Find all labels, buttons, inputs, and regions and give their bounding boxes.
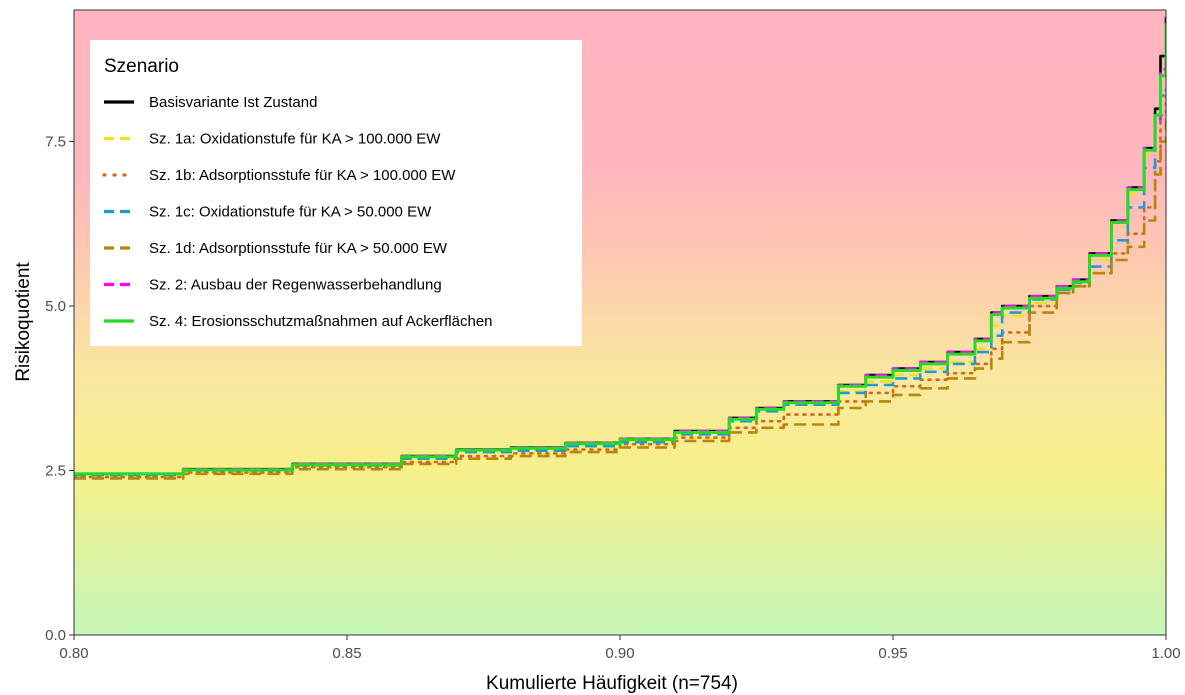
- legend-items: Basisvariante Ist Zustand Sz. 1a: Oxidati…: [102, 94, 493, 330]
- series-line-5: [74, 115, 1166, 480]
- x-tick-label: 0.90: [605, 645, 634, 662]
- legend-label-1: Basisvariante Ist Zustand: [149, 94, 317, 111]
- x-tick-label: 0.85: [332, 645, 361, 662]
- y-axis: 0.0 2.5 5.0 7.5: [45, 134, 74, 644]
- series-layer: [74, 16, 1166, 480]
- x-axis: 0.80 0.85 0.90 0.95 1.00: [59, 635, 1181, 662]
- legend-label-6: Sz. 2: Ausbau der Regenwasserbehandlung: [149, 277, 442, 294]
- y-tick-label: 5.0: [45, 298, 66, 315]
- legend-box: [90, 40, 582, 346]
- series-line-6: [74, 16, 1166, 476]
- x-tick-label: 0.95: [878, 645, 907, 662]
- x-tick-label: 0.80: [59, 645, 88, 662]
- y-tick-label: 0.0: [45, 627, 66, 644]
- y-axis-title: Risikoquotient: [13, 262, 34, 382]
- legend-label-5: Sz. 1d: Adsorptionsstufe für KA > 50.000…: [149, 240, 448, 257]
- legend-label-7: Sz. 4: Erosionsschutzmaßnahmen auf Acker…: [149, 313, 493, 330]
- legend: Szenario Basisvariante Ist Zustand Sz. 1a…: [90, 40, 582, 346]
- legend-label-4: Sz. 1c: Oxidationstufe für KA > 50.000 E…: [149, 204, 432, 221]
- legend-label-3: Sz. 1b: Adsorptionsstufe für KA > 100.00…: [149, 167, 456, 184]
- series-line-3: [74, 94, 1166, 479]
- y-tick-label: 2.5: [45, 463, 66, 480]
- legend-label-2: Sz. 1a: Oxidationstufe für KA > 100.000 …: [149, 131, 441, 148]
- series-line-7: [74, 23, 1166, 476]
- x-tick-label: 1.00: [1151, 645, 1180, 662]
- y-tick-label: 7.5: [45, 134, 66, 151]
- legend-title: Szenario: [104, 56, 179, 77]
- x-axis-title: Kumulierte Häufigkeit (n=754): [486, 673, 738, 694]
